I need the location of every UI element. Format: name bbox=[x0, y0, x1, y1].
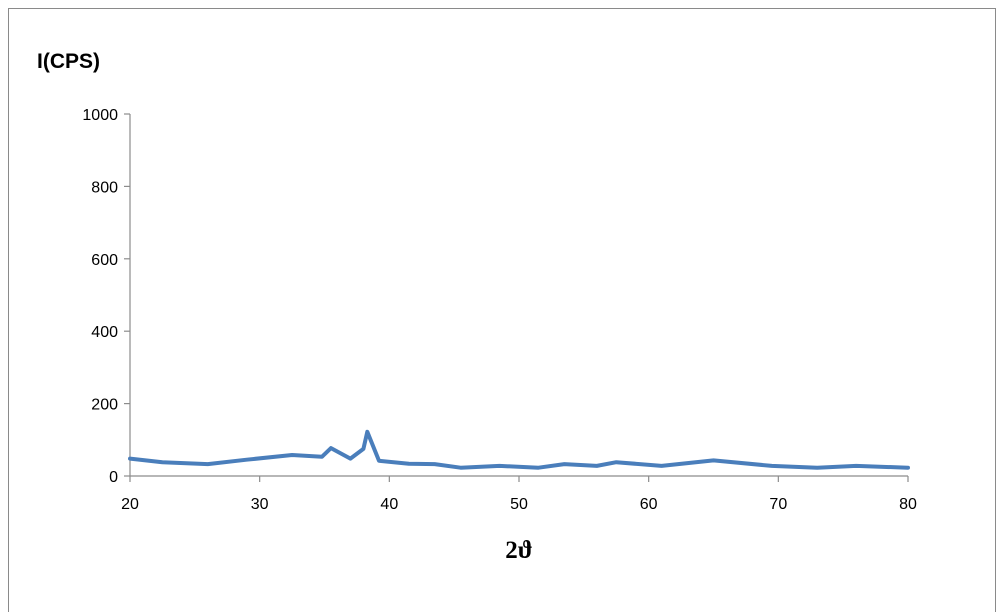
y-tick-label: 0 bbox=[109, 469, 118, 486]
y-tick-label: 1000 bbox=[82, 107, 118, 124]
y-tick-label: 600 bbox=[91, 252, 118, 269]
axes: 0 200 400 600 800 1000 20 30 40 50 60 70 80 bbox=[82, 107, 917, 513]
x-tick-label: 40 bbox=[380, 496, 398, 513]
series-group bbox=[128, 429, 910, 470]
x-tick-label: 70 bbox=[769, 496, 787, 513]
x-tick-label: 50 bbox=[510, 496, 528, 513]
y-axis-title: I(CPS) bbox=[37, 50, 100, 73]
x-tick-label: 20 bbox=[121, 496, 139, 513]
chart-frame bbox=[8, 8, 996, 612]
y-tick-label: 200 bbox=[91, 397, 118, 414]
y-tick-label: 800 bbox=[91, 179, 118, 196]
x-axis-title: 2ϑ bbox=[505, 537, 532, 564]
x-tick-label: 30 bbox=[251, 496, 269, 513]
y-tick-label: 400 bbox=[91, 324, 118, 341]
x-tick-label: 60 bbox=[640, 496, 658, 513]
x-tick-label: 80 bbox=[899, 496, 917, 513]
series-line-0 bbox=[128, 429, 910, 470]
